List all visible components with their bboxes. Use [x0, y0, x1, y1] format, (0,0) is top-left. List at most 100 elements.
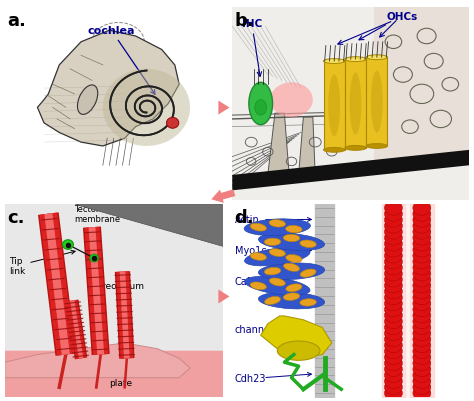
- Bar: [366, 58, 387, 147]
- Bar: [323, 62, 345, 150]
- Text: Cuticular
plate: Cuticular plate: [109, 363, 150, 387]
- Circle shape: [413, 213, 431, 228]
- Circle shape: [413, 201, 431, 216]
- Circle shape: [384, 350, 402, 365]
- Circle shape: [413, 267, 431, 281]
- Text: IHC: IHC: [242, 19, 262, 77]
- Circle shape: [384, 267, 402, 281]
- Ellipse shape: [286, 255, 302, 263]
- Circle shape: [413, 356, 431, 371]
- Text: Myo1c: Myo1c: [235, 246, 266, 256]
- Ellipse shape: [245, 247, 310, 266]
- Polygon shape: [5, 343, 190, 378]
- Polygon shape: [261, 316, 332, 358]
- Circle shape: [384, 314, 402, 329]
- Circle shape: [413, 273, 431, 287]
- Ellipse shape: [286, 226, 302, 233]
- Circle shape: [413, 249, 431, 263]
- Circle shape: [384, 207, 402, 222]
- FancyBboxPatch shape: [0, 351, 227, 401]
- Circle shape: [384, 201, 402, 216]
- Text: channel: channel: [235, 325, 273, 334]
- Circle shape: [413, 302, 431, 317]
- Polygon shape: [232, 150, 469, 191]
- Ellipse shape: [249, 83, 273, 126]
- Circle shape: [384, 320, 402, 335]
- Text: OHCs: OHCs: [359, 12, 418, 41]
- Circle shape: [384, 368, 402, 383]
- Circle shape: [413, 380, 431, 395]
- Circle shape: [384, 243, 402, 257]
- Ellipse shape: [366, 144, 387, 149]
- Text: Stereocilium: Stereocilium: [88, 274, 145, 290]
- Circle shape: [384, 296, 402, 311]
- Circle shape: [384, 261, 402, 275]
- Circle shape: [413, 362, 431, 377]
- Circle shape: [384, 249, 402, 263]
- Circle shape: [384, 231, 402, 245]
- Circle shape: [413, 320, 431, 335]
- Ellipse shape: [345, 58, 366, 63]
- Ellipse shape: [277, 341, 320, 360]
- Ellipse shape: [323, 59, 345, 64]
- Circle shape: [413, 308, 431, 323]
- Ellipse shape: [300, 241, 316, 248]
- Ellipse shape: [258, 234, 325, 251]
- Circle shape: [63, 240, 73, 250]
- Ellipse shape: [258, 292, 325, 309]
- Circle shape: [413, 261, 431, 275]
- Circle shape: [384, 273, 402, 287]
- Ellipse shape: [255, 100, 266, 116]
- Circle shape: [413, 279, 431, 293]
- Bar: [374, 8, 469, 162]
- Circle shape: [384, 279, 402, 293]
- Circle shape: [413, 368, 431, 383]
- Ellipse shape: [283, 235, 300, 242]
- Ellipse shape: [371, 71, 383, 133]
- Ellipse shape: [283, 293, 300, 301]
- Ellipse shape: [245, 277, 310, 296]
- Circle shape: [413, 338, 431, 353]
- Circle shape: [384, 326, 402, 341]
- Polygon shape: [74, 205, 223, 247]
- Ellipse shape: [349, 73, 361, 135]
- Ellipse shape: [366, 56, 387, 61]
- Circle shape: [384, 255, 402, 269]
- Ellipse shape: [250, 282, 266, 290]
- Circle shape: [384, 374, 402, 389]
- Text: Cdh23: Cdh23: [235, 373, 266, 383]
- Circle shape: [413, 326, 431, 341]
- Text: CaM: CaM: [235, 277, 256, 286]
- Circle shape: [384, 380, 402, 395]
- Circle shape: [413, 284, 431, 299]
- Circle shape: [90, 255, 99, 262]
- Circle shape: [384, 302, 402, 317]
- Text: d.: d.: [235, 209, 254, 226]
- Circle shape: [384, 386, 402, 401]
- Ellipse shape: [345, 146, 366, 151]
- Bar: [345, 60, 366, 148]
- Circle shape: [413, 219, 431, 233]
- Circle shape: [103, 70, 190, 147]
- Ellipse shape: [264, 297, 281, 305]
- Circle shape: [384, 308, 402, 323]
- Polygon shape: [37, 31, 179, 147]
- Circle shape: [413, 314, 431, 329]
- Text: cochlea: cochlea: [88, 26, 155, 95]
- Circle shape: [166, 118, 179, 129]
- Circle shape: [384, 362, 402, 377]
- Circle shape: [384, 219, 402, 233]
- Ellipse shape: [283, 263, 300, 272]
- Ellipse shape: [269, 249, 285, 257]
- Ellipse shape: [300, 299, 316, 306]
- Circle shape: [413, 231, 431, 245]
- Circle shape: [413, 374, 431, 389]
- Circle shape: [384, 290, 402, 305]
- Text: Tectorial
membrane: Tectorial membrane: [74, 205, 164, 224]
- Circle shape: [413, 243, 431, 257]
- Ellipse shape: [264, 239, 281, 246]
- Ellipse shape: [270, 83, 313, 118]
- Text: Tip
link: Tip link: [9, 251, 75, 276]
- Circle shape: [384, 338, 402, 353]
- Text: b.: b.: [235, 12, 255, 30]
